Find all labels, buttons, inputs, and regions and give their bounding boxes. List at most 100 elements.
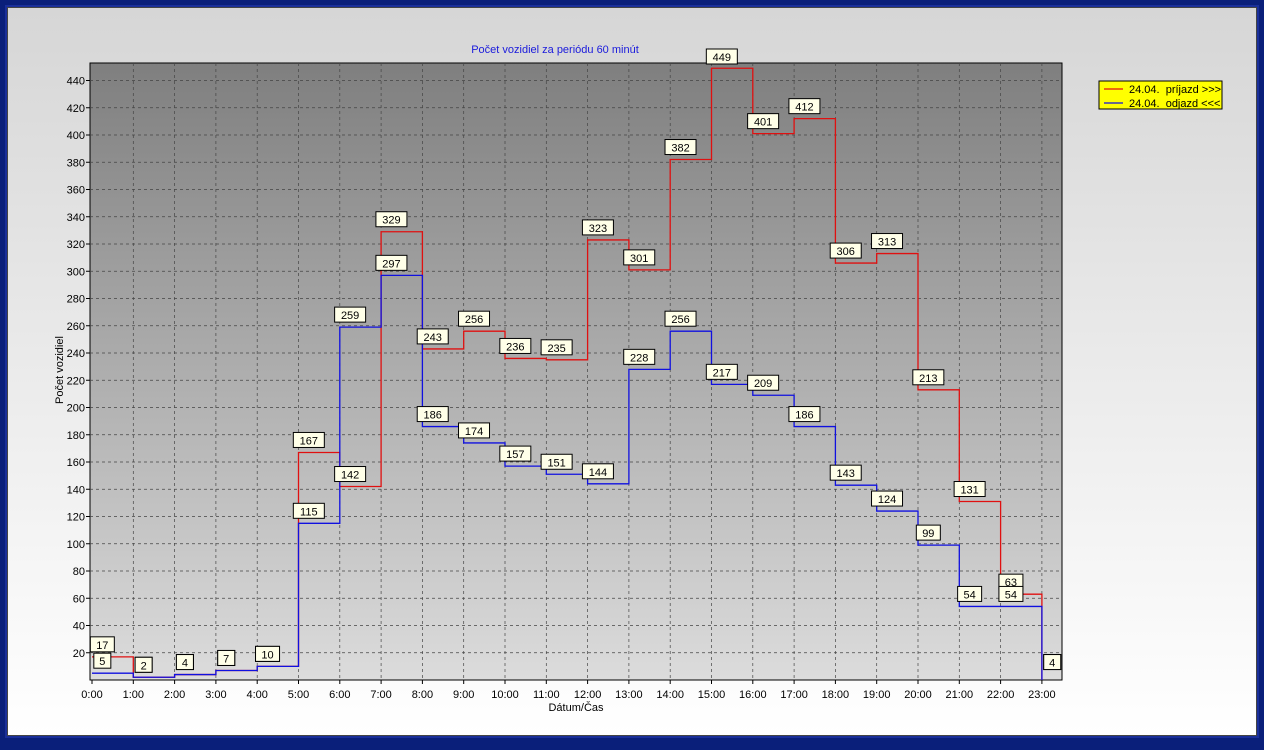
x-tick-label: 7:00: [370, 689, 391, 701]
data-label-s0-14: 382: [664, 139, 697, 156]
data-label-text: 131: [960, 485, 978, 497]
data-label-box: [953, 481, 986, 498]
data-label-box: [957, 585, 983, 602]
data-label-text: 144: [589, 467, 607, 479]
data-label-s1-20: 99: [915, 524, 941, 541]
data-label-text: 401: [754, 117, 772, 129]
x-tick-label: 10:00: [491, 689, 519, 701]
data-label-box: [175, 654, 194, 671]
data-label-text: 174: [465, 426, 483, 438]
y-tick-label: 140: [67, 484, 85, 496]
data-label-box: [540, 453, 573, 470]
data-label-s1-3: 7: [217, 649, 236, 666]
data-label-text: 243: [424, 332, 442, 344]
y-tick-label: 160: [67, 457, 85, 469]
x-tick-label: 14:00: [656, 689, 684, 701]
data-label-s1-5: 115: [292, 502, 325, 519]
data-label-box: [540, 339, 573, 356]
data-label-box: [871, 490, 904, 507]
x-tick-label: 19:00: [863, 689, 891, 701]
y-tick-label: 20: [73, 648, 85, 660]
data-label-text: 10: [261, 649, 273, 661]
y-tick-label: 80: [73, 566, 85, 578]
data-label-box: [998, 585, 1024, 602]
data-label-text: 313: [878, 237, 896, 249]
x-axis-title: Dátum/Čas: [548, 701, 604, 714]
data-label-text: 143: [837, 468, 855, 480]
x-tick-label: 17:00: [780, 689, 808, 701]
data-label-text: 142: [341, 470, 359, 482]
x-tick-label: 22:00: [987, 689, 1015, 701]
data-label-box: [915, 524, 941, 541]
x-tick-label: 13:00: [615, 689, 643, 701]
data-label-box: [89, 636, 115, 653]
data-label-s0-21: 131: [953, 481, 986, 498]
data-label-box: [623, 348, 656, 365]
data-label-s0-11: 235: [540, 339, 573, 356]
data-label-s0-16: 401: [747, 113, 780, 130]
data-label-s1-2: 4: [175, 654, 194, 671]
y-tick-label: 320: [67, 239, 85, 251]
data-label-text: 235: [547, 343, 565, 355]
data-label-s0-20: 213: [912, 369, 945, 386]
x-tick-label: 0:00: [81, 689, 102, 701]
data-label-box: [829, 464, 862, 481]
legend-box: [1098, 80, 1223, 110]
chart-frame: 20 40 60 80 100 120 140 160 180 200 220 240 260 280 30…: [5, 5, 1259, 738]
data-label-s1-6: 259: [334, 306, 367, 323]
chart-title: Počet vozidiel za periódu 60 minút: [471, 44, 639, 56]
data-label-text: 5: [99, 656, 105, 668]
data-label-box: [1043, 654, 1062, 671]
data-label-s0-5: 167: [292, 431, 325, 448]
data-label-text: 209: [754, 378, 772, 390]
data-label-s1-12: 144: [581, 463, 614, 480]
y-axis-ticks: 20 40 60 80 100 120 140 160 180 200 220 240 260 280 30…: [67, 76, 90, 660]
data-label-box: [747, 374, 780, 391]
y-tick-label: 280: [67, 294, 85, 306]
data-label-box: [458, 422, 491, 439]
data-label-text: 329: [382, 215, 400, 227]
data-label-box: [581, 463, 614, 480]
x-tick-label: 23:00: [1028, 689, 1056, 701]
data-label-box: [747, 113, 780, 130]
data-label-box: [255, 645, 281, 662]
data-label-box: [581, 219, 614, 236]
data-label-text: 213: [919, 373, 937, 385]
data-label-box: [375, 254, 408, 271]
data-label-box: [499, 445, 532, 462]
data-label-s1-16: 209: [747, 374, 780, 391]
legend-label-departure: 24.04. odjazd <<<: [1129, 98, 1220, 110]
data-label-box: [375, 211, 408, 228]
y-tick-label: 240: [67, 348, 85, 360]
x-tick-label: 2:00: [164, 689, 185, 701]
data-label-text: 256: [671, 314, 689, 326]
data-label-s0-17: 412: [788, 98, 821, 115]
data-label-s1-23: 4: [1043, 654, 1062, 671]
x-tick-label: 5:00: [288, 689, 309, 701]
data-label-text: 2: [141, 660, 147, 672]
data-label-text: 186: [424, 410, 442, 422]
x-tick-label: 12:00: [574, 689, 602, 701]
data-label-box: [705, 48, 738, 65]
x-tick-label: 3:00: [205, 689, 226, 701]
data-label-s0-13: 301: [623, 249, 656, 266]
data-label-s1-15: 217: [705, 363, 738, 380]
data-label-s0-19: 313: [871, 233, 904, 250]
data-label-text: 449: [713, 52, 731, 64]
data-label-s1-1: 2: [134, 656, 153, 673]
y-tick-label: 360: [67, 185, 85, 197]
data-label-text: 306: [837, 246, 855, 258]
data-label-text: 186: [795, 410, 813, 422]
y-tick-label: 400: [67, 130, 85, 142]
data-label-box: [334, 466, 367, 483]
data-label-s0-8: 243: [416, 328, 449, 345]
data-label-text: 301: [630, 253, 648, 265]
data-label-box: [416, 328, 449, 345]
data-label-s0-7: 329: [375, 211, 408, 228]
x-axis-ticks: 0:00 1:00 2:00 3:00 4:00 5:00 6:00 7:00 8:00 9:00…: [81, 680, 1056, 701]
data-label-text: 157: [506, 449, 524, 461]
data-label-text: 99: [922, 528, 934, 540]
data-label-s1-7: 297: [375, 254, 408, 271]
data-label-s1-8: 186: [416, 406, 449, 423]
data-label-text: 297: [382, 258, 400, 270]
